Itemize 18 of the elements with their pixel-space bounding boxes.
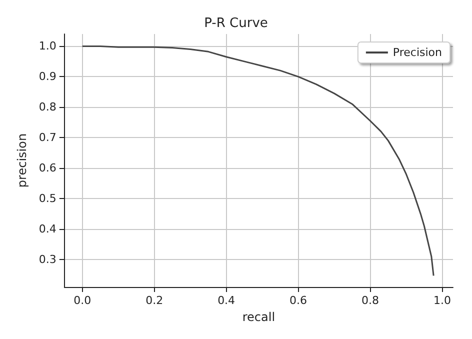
y-tick-label: 0.6 — [38, 162, 56, 175]
x-tick-label: 0.8 — [361, 294, 379, 307]
y-tick-label: 0.9 — [38, 70, 56, 84]
y-tick-label: 0.8 — [38, 100, 56, 114]
x-tick-label: 0.0 — [74, 294, 92, 307]
y-tick-label: 0.4 — [38, 222, 56, 236]
y-tick-label: 1.0 — [38, 40, 56, 53]
y-tick-label: 0.7 — [38, 131, 56, 144]
x-tick-label: 0.2 — [146, 294, 164, 307]
x-axis-title: recall — [242, 310, 276, 324]
legend-label: Precision — [392, 46, 442, 59]
y-axis-title: precision — [15, 133, 29, 188]
y-tick-label: 0.5 — [38, 192, 56, 206]
y-tick-label: 0.3 — [38, 253, 56, 266]
x-tick-label: 0.4 — [218, 294, 236, 307]
x-tick-label: 0.6 — [290, 294, 308, 307]
chart-title: P-R Curve — [204, 16, 268, 31]
x-tick-label: 1.0 — [433, 294, 451, 307]
